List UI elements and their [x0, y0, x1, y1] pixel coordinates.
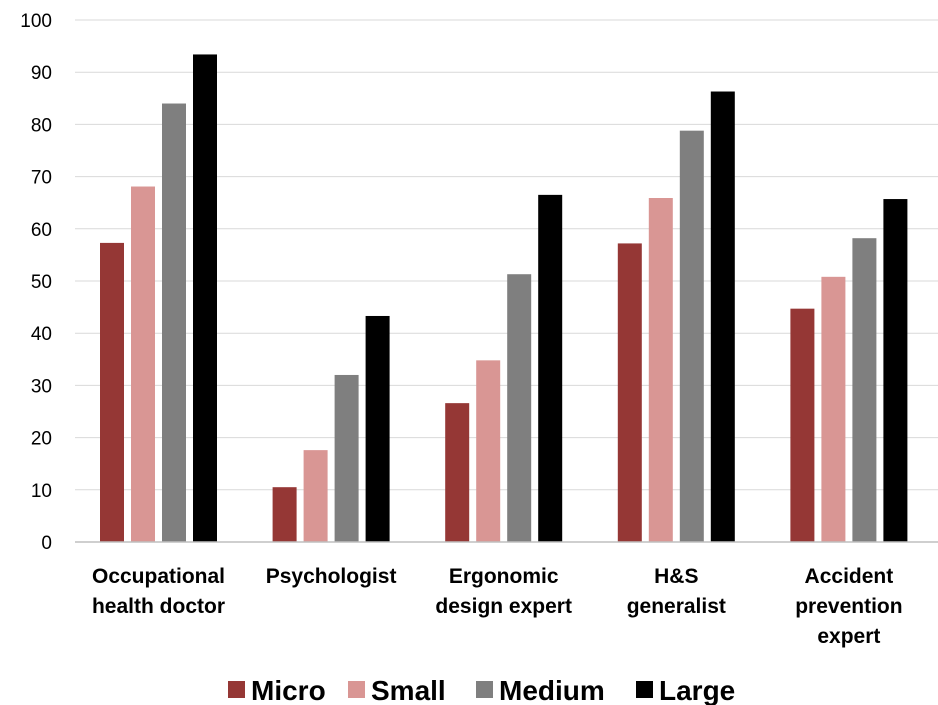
legend-label-medium: Medium: [499, 675, 605, 705]
category-label-line: design expert: [435, 595, 572, 618]
bars: [100, 54, 908, 543]
category-label-line: Accident: [805, 565, 894, 588]
bar-medium: [852, 238, 877, 543]
legend-swatch-micro: [228, 681, 245, 698]
category-label-line: H&S: [654, 565, 698, 588]
category-label-line: generalist: [627, 595, 726, 618]
y-axis-ticks: 0 10 20 30 40 50 60 70 80 90 100: [20, 11, 52, 554]
bar-medium: [507, 274, 532, 542]
category-label: Psychologist: [266, 565, 397, 588]
bar-medium: [679, 130, 704, 542]
bar-medium: [162, 103, 186, 543]
legend-label-micro: Micro: [251, 675, 326, 705]
category-label-line: Psychologist: [266, 565, 397, 588]
bar-micro: [100, 242, 124, 543]
bar-large: [365, 315, 390, 542]
category-labels: Occupational health doctor Psychologist Erg…: [92, 565, 903, 648]
bar-large: [538, 194, 563, 542]
y-tick-label: 40: [31, 324, 52, 345]
y-tick-label: 60: [31, 220, 52, 241]
y-tick-label: 30: [31, 376, 52, 397]
y-tick-label: 90: [31, 63, 52, 84]
bar-micro: [445, 403, 470, 542]
y-tick-label: 70: [31, 168, 52, 189]
y-tick-label: 0: [41, 533, 52, 554]
bar-small: [303, 450, 328, 542]
legend-swatch-large: [636, 681, 653, 698]
gridlines: [75, 19, 938, 491]
category-label-line: Ergonomic: [449, 565, 559, 588]
y-tick-label: 20: [31, 429, 52, 450]
bar-large: [193, 54, 217, 543]
category-label: Accident prevention expert: [795, 565, 902, 648]
category-label-line: Occupational: [92, 565, 225, 588]
bar-micro: [272, 487, 297, 542]
category-label-line: health doctor: [92, 595, 225, 618]
category-label-line: prevention: [795, 595, 902, 618]
y-tick-label: 50: [31, 272, 52, 293]
legend-label-large: Large: [659, 675, 735, 705]
bar-large: [883, 199, 908, 542]
legend-label-small: Small: [371, 675, 446, 705]
category-label: Ergonomic design expert: [435, 565, 572, 618]
bar-small: [131, 186, 155, 542]
bar-large: [710, 91, 735, 542]
bar-small: [821, 276, 846, 542]
category-label: H&S generalist: [627, 565, 726, 618]
category-label: Occupational health doctor: [92, 565, 225, 618]
legend-swatch-medium: [476, 681, 493, 698]
category-label-line: expert: [817, 625, 880, 648]
y-tick-label: 80: [31, 115, 52, 136]
bar-micro: [617, 243, 642, 542]
y-tick-label: 100: [20, 11, 52, 32]
legend: Micro Small Medium Large: [228, 675, 735, 705]
legend-swatch-small: [348, 681, 365, 698]
bar-micro: [790, 308, 815, 542]
y-tick-label: 10: [31, 481, 52, 502]
bar-small: [648, 198, 673, 542]
bar-small: [476, 360, 501, 542]
bar-medium: [334, 374, 359, 542]
